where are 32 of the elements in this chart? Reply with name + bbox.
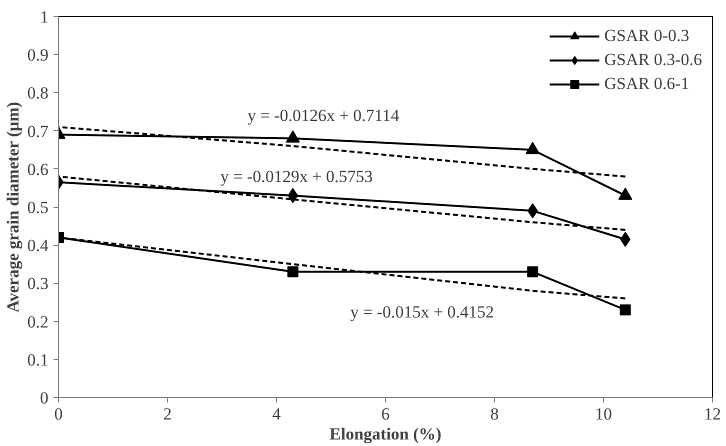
legend-label: GSAR 0-0.3 bbox=[604, 26, 690, 46]
annotation: y = -0.015x + 0.4152 bbox=[350, 302, 494, 322]
x-tick-label: 10 bbox=[595, 404, 612, 424]
x-tick-label: 8 bbox=[490, 404, 499, 424]
point bbox=[288, 188, 298, 204]
y-tick-label: 0.1 bbox=[27, 350, 48, 370]
point bbox=[620, 304, 631, 316]
x-tick-label: 6 bbox=[381, 404, 390, 424]
x-tick-label: 0 bbox=[54, 404, 63, 424]
legend-label: GSAR 0.3-0.6 bbox=[604, 50, 702, 70]
point bbox=[527, 203, 538, 218]
y-tick-label: 1 bbox=[40, 8, 48, 26]
point bbox=[618, 188, 632, 200]
x-tick-label: 4 bbox=[272, 404, 282, 424]
x-axis-title: Elongation (%) bbox=[330, 424, 442, 444]
y-tick-label: 0.7 bbox=[27, 122, 49, 141]
point bbox=[526, 142, 540, 154]
annotation: y = -0.0129x + 0.5753 bbox=[220, 167, 373, 186]
legend-label: GSAR 0.6-1 bbox=[604, 74, 690, 94]
y-tick-label: 0.3 bbox=[27, 274, 48, 294]
y-tick-label: 0.4 bbox=[27, 236, 49, 256]
y-tick-label: 0.6 bbox=[27, 160, 48, 179]
point bbox=[527, 266, 538, 278]
annotation: y = -0.0126x + 0.7114 bbox=[248, 106, 400, 126]
y-tick-label: 0.8 bbox=[27, 84, 48, 103]
y-tick-label: 0.9 bbox=[27, 46, 48, 65]
x-tick-label: 12 bbox=[704, 404, 721, 424]
x-tick-label: 2 bbox=[163, 404, 172, 424]
y-axis-title: Average grain diameter (µm) bbox=[3, 102, 22, 313]
y-tick-label: 0.2 bbox=[27, 312, 48, 332]
y-tick-label: 0 bbox=[40, 388, 48, 408]
y-tick-label: 0.5 bbox=[27, 198, 48, 217]
